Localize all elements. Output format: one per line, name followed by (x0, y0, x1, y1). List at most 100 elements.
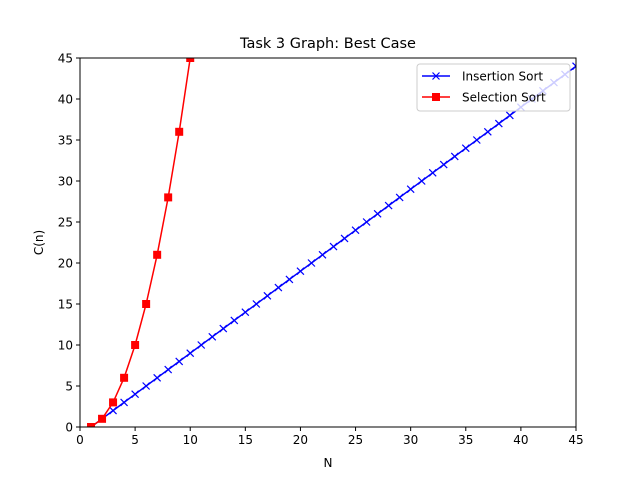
data-point-insertion-sort-stroke-b (208, 332, 217, 341)
data-point-selection-sort (175, 127, 184, 136)
data-point-insertion-sort (285, 275, 294, 284)
data-point-insertion-sort-stroke-b (153, 373, 162, 382)
data-point-insertion-sort-stroke-b (120, 398, 129, 407)
data-point-insertion-sort-stroke-b (219, 324, 228, 333)
y-axis: 0 5 10 15 20 25 30 35 40 45 (58, 52, 80, 435)
data-point-insertion-sort (494, 119, 503, 128)
data-point-insertion-sort (417, 177, 426, 185)
data-point-insertion-sort-stroke-b (472, 136, 481, 144)
data-point-insertion-sort (197, 341, 206, 349)
data-point-insertion-sort (318, 250, 327, 259)
y-tick-label: 25 (58, 216, 73, 230)
data-point-insertion-sort (109, 406, 117, 415)
data-point-insertion-sort-stroke-b (175, 357, 184, 366)
data-point-insertion-sort (131, 390, 140, 399)
data-point-insertion-sort-stroke-a (572, 62, 576, 68)
data-point-selection-sort (109, 398, 118, 407)
data-point-selection-sort (131, 341, 140, 349)
data-point-insertion-sort-stroke-b (384, 201, 393, 210)
data-point-insertion-sort-stroke-b (483, 127, 492, 136)
data-point-insertion-sort-stroke-b (494, 119, 503, 128)
data-point-selection-sort (98, 414, 107, 423)
legend-marker-selection-sort (432, 93, 440, 101)
data-point-insertion-sort-stroke-b (307, 259, 316, 267)
data-point-insertion-sort (340, 234, 349, 243)
y-tick-label: 5 (65, 380, 73, 394)
x-tick-label: 20 (293, 433, 308, 447)
y-tick-label: 0 (65, 421, 73, 435)
data-point-insertion-sort-stroke-b (109, 406, 117, 415)
data-point-insertion-sort-stroke-b (428, 168, 437, 177)
data-point-insertion-sort-stroke-b (197, 341, 206, 349)
plot-frame (79, 57, 577, 428)
data-point-insertion-sort-stroke-b (285, 275, 294, 284)
x-tick-label: 25 (348, 433, 363, 447)
x-tick-label: 45 (568, 433, 583, 447)
data-point-insertion-sort (164, 365, 173, 374)
x-tick-label: 10 (183, 433, 198, 447)
data-point-insertion-sort-stroke-b (318, 250, 327, 259)
data-point-insertion-sort (362, 218, 371, 226)
data-point-insertion-sort (241, 308, 250, 317)
data-point-insertion-sort (252, 300, 261, 308)
data-point-insertion-sort-stroke-b (252, 300, 261, 308)
data-point-insertion-sort (406, 185, 415, 194)
data-point-selection-sort (164, 193, 173, 202)
data-point-insertion-sort (384, 201, 393, 210)
y-tick-label: 10 (58, 339, 73, 353)
data-point-insertion-sort (439, 160, 448, 169)
data-point-insertion-sort-stroke-b (296, 267, 305, 276)
data-point-insertion-sort (505, 111, 514, 120)
x-axis-label: N (324, 456, 333, 470)
data-point-insertion-sort-stroke-b (406, 185, 415, 194)
data-point-selection-sort (87, 423, 96, 427)
x-axis: 0 5 10 15 20 25 30 35 40 45 (76, 427, 584, 447)
data-point-insertion-sort (472, 136, 481, 144)
legend-label-selection-sort: Selection Sort (462, 91, 546, 105)
series-selection-sort (87, 58, 195, 427)
y-tick-label: 35 (58, 134, 73, 148)
data-point-insertion-sort-stroke-b (572, 65, 576, 71)
data-point-insertion-sort (461, 144, 470, 153)
data-point-insertion-sort-stroke-b (340, 234, 349, 243)
x-tick-label: 5 (131, 433, 139, 447)
chart-title: Task 3 Graph: Best Case (239, 36, 416, 52)
data-point-insertion-sort-stroke-b (461, 144, 470, 153)
data-point-insertion-sort-stroke-b (450, 152, 459, 161)
data-point-insertion-sort (450, 152, 459, 161)
data-point-insertion-sort-stroke-b (373, 209, 382, 218)
data-point-insertion-sort-stroke-b (362, 218, 371, 226)
data-point-insertion-sort (329, 242, 338, 251)
y-tick-label: 30 (58, 175, 73, 189)
data-point-insertion-sort (153, 373, 162, 382)
data-point-insertion-sort-stroke-b (186, 349, 195, 358)
series-line-selection-sort (90, 58, 191, 427)
x-tick-label: 15 (238, 433, 253, 447)
data-point-selection-sort (142, 300, 151, 308)
data-point-insertion-sort-stroke-b (395, 193, 404, 202)
data-point-insertion-sort (351, 226, 360, 235)
data-point-insertion-sort-stroke-b (439, 160, 448, 169)
data-point-insertion-sort-stroke-b (230, 316, 239, 325)
data-point-insertion-sort (263, 291, 272, 300)
data-point-selection-sort (153, 250, 162, 259)
data-point-insertion-sort-stroke-b (142, 382, 151, 390)
data-point-insertion-sort (120, 398, 129, 407)
legend-box (416, 63, 571, 112)
data-point-insertion-sort-stroke-b (505, 111, 514, 120)
data-point-selection-sort (120, 373, 129, 382)
data-point-insertion-sort (483, 127, 492, 136)
data-point-selection-sort (186, 58, 195, 62)
data-point-insertion-sort-stroke-b (263, 291, 272, 300)
legend: Insertion Sort Selection Sort (416, 63, 571, 112)
data-point-insertion-sort (186, 349, 195, 358)
data-point-insertion-sort-stroke-b (417, 177, 426, 185)
series-layer (87, 58, 576, 427)
data-point-insertion-sort (230, 316, 239, 325)
y-tick-label: 15 (58, 298, 73, 312)
legend-marker-insertion-sort (432, 72, 440, 80)
y-tick-label: 20 (58, 257, 73, 271)
y-tick-label: 40 (58, 93, 73, 107)
data-point-insertion-sort-stroke-b (329, 242, 338, 251)
